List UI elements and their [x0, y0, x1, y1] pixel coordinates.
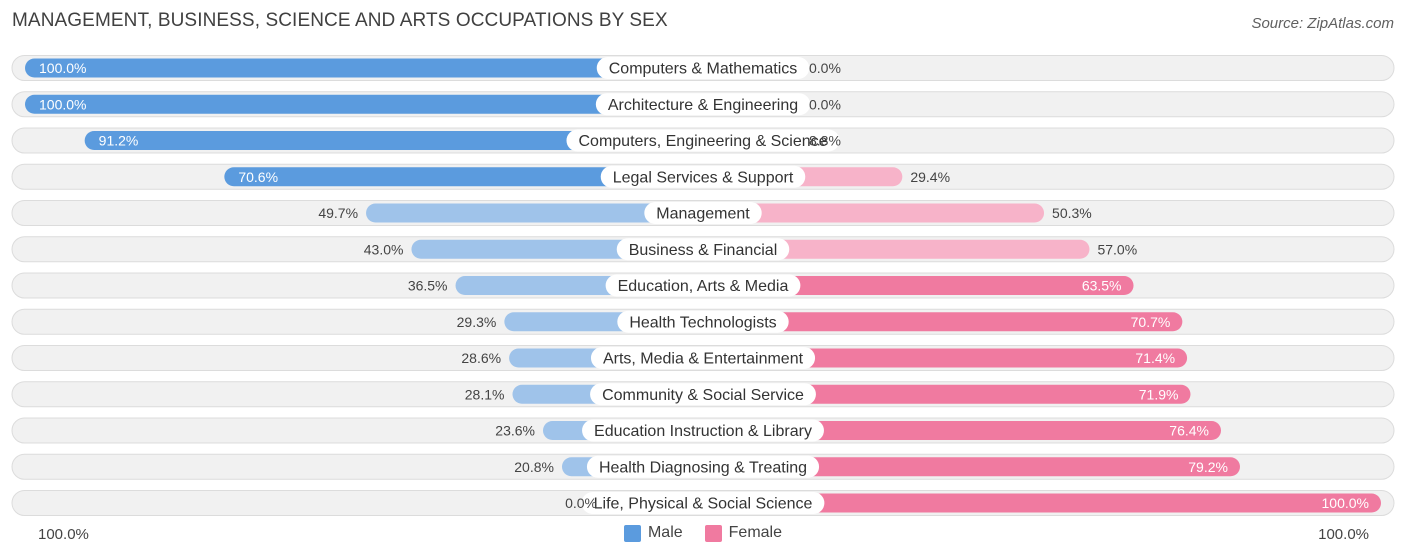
legend-female-label: Female: [728, 524, 783, 541]
category-label: Health Technologists: [629, 314, 776, 331]
category-label-bg: [582, 419, 824, 442]
male-swatch: [623, 524, 641, 542]
male-bar: [25, 58, 703, 78]
male-bar: [25, 94, 703, 114]
female-value-label: 71.9%: [1139, 386, 1179, 402]
male-value-label: 23.6%: [495, 423, 535, 439]
category-label-bg: [595, 93, 811, 116]
female-value-label: 0.0%: [809, 60, 841, 76]
male-value-label: 43.0%: [364, 241, 404, 257]
category-label-bg: [566, 129, 840, 152]
female-bar: [703, 276, 1134, 295]
male-value-label: 36.5%: [408, 278, 448, 294]
category-label: Education, Arts & Media: [618, 278, 789, 295]
female-value-label: 50.3%: [1052, 205, 1092, 221]
category-label: Legal Services & Support: [613, 169, 794, 186]
category-label: Architecture & Engineering: [608, 97, 798, 114]
axis-right-label: 100.0%: [1318, 526, 1369, 543]
male-bar: [84, 131, 703, 150]
category-label: Community & Social Service: [602, 387, 804, 404]
male-value-label: 49.7%: [318, 205, 358, 221]
category-label-bg: [605, 274, 801, 297]
category-label-bg: [596, 57, 810, 79]
female-value-label: 70.7%: [1131, 314, 1171, 330]
category-label-bg: [586, 455, 820, 478]
female-value-label: 8.8%: [809, 133, 841, 149]
category-label-bg: [590, 347, 816, 369]
female-value-label: 79.2%: [1188, 459, 1228, 475]
category-label-bg: [581, 492, 825, 514]
source-attribution: Source: ZipAtlas.com: [1251, 15, 1394, 32]
category-label-bg: [616, 238, 790, 261]
category-label: Life, Physical & Social Science: [594, 496, 813, 513]
male-value-label: 28.6%: [461, 350, 501, 366]
male-value-label: 28.1%: [465, 386, 505, 402]
female-value-label: 63.5%: [1082, 278, 1122, 294]
female-bar: [703, 203, 1045, 223]
female-bar: [703, 239, 1090, 259]
axis-left-label: 100.0%: [38, 526, 89, 543]
category-label-bg: [617, 310, 789, 333]
male-value-label: 100.0%: [39, 60, 86, 76]
female-value-label: 57.0%: [1097, 241, 1137, 257]
male-bar: [224, 167, 703, 187]
legend-male-label: Male: [647, 524, 683, 541]
female-value-label: 71.4%: [1135, 350, 1175, 366]
category-label: Education Instruction & Library: [594, 423, 812, 440]
female-swatch: [704, 524, 722, 542]
female-value-label: 76.4%: [1169, 423, 1209, 439]
category-label: Arts, Media & Entertainment: [603, 351, 804, 368]
category-label-bg: [600, 165, 806, 188]
male-value-label: 100.0%: [39, 96, 86, 112]
category-label: Computers & Mathematics: [609, 61, 798, 78]
male-value-label: 29.3%: [457, 314, 497, 330]
female-bar: [703, 348, 1188, 368]
chart-title: MANAGEMENT, BUSINESS, SCIENCE AND ARTS O…: [12, 10, 668, 31]
female-value-label: 0.0%: [809, 96, 841, 112]
category-label-bg: [590, 383, 816, 406]
legend-item-female: Female: [704, 524, 783, 542]
male-value-label: 20.8%: [514, 459, 554, 475]
female-bar: [703, 493, 1381, 513]
category-label: Management: [656, 206, 750, 223]
legend-item-male: Male: [623, 524, 683, 542]
female-bar: [703, 457, 1240, 477]
female-value-label: 29.4%: [910, 169, 950, 185]
female-bar: [703, 312, 1183, 332]
female-value-label: 100.0%: [1322, 495, 1369, 511]
category-label: Business & Financial: [629, 242, 778, 259]
male-value-label: 0.0%: [565, 495, 597, 511]
category-label: Health Diagnosing & Treating: [599, 459, 807, 476]
legend: Male Female: [0, 524, 1406, 542]
category-label: Computers, Engineering & Science: [578, 133, 827, 150]
female-bar: [703, 421, 1221, 440]
category-label-bg: [644, 202, 762, 224]
female-bar: [703, 384, 1191, 404]
male-value-label: 91.2%: [99, 133, 139, 149]
male-value-label: 70.6%: [238, 169, 278, 185]
male-bar: [366, 203, 703, 223]
